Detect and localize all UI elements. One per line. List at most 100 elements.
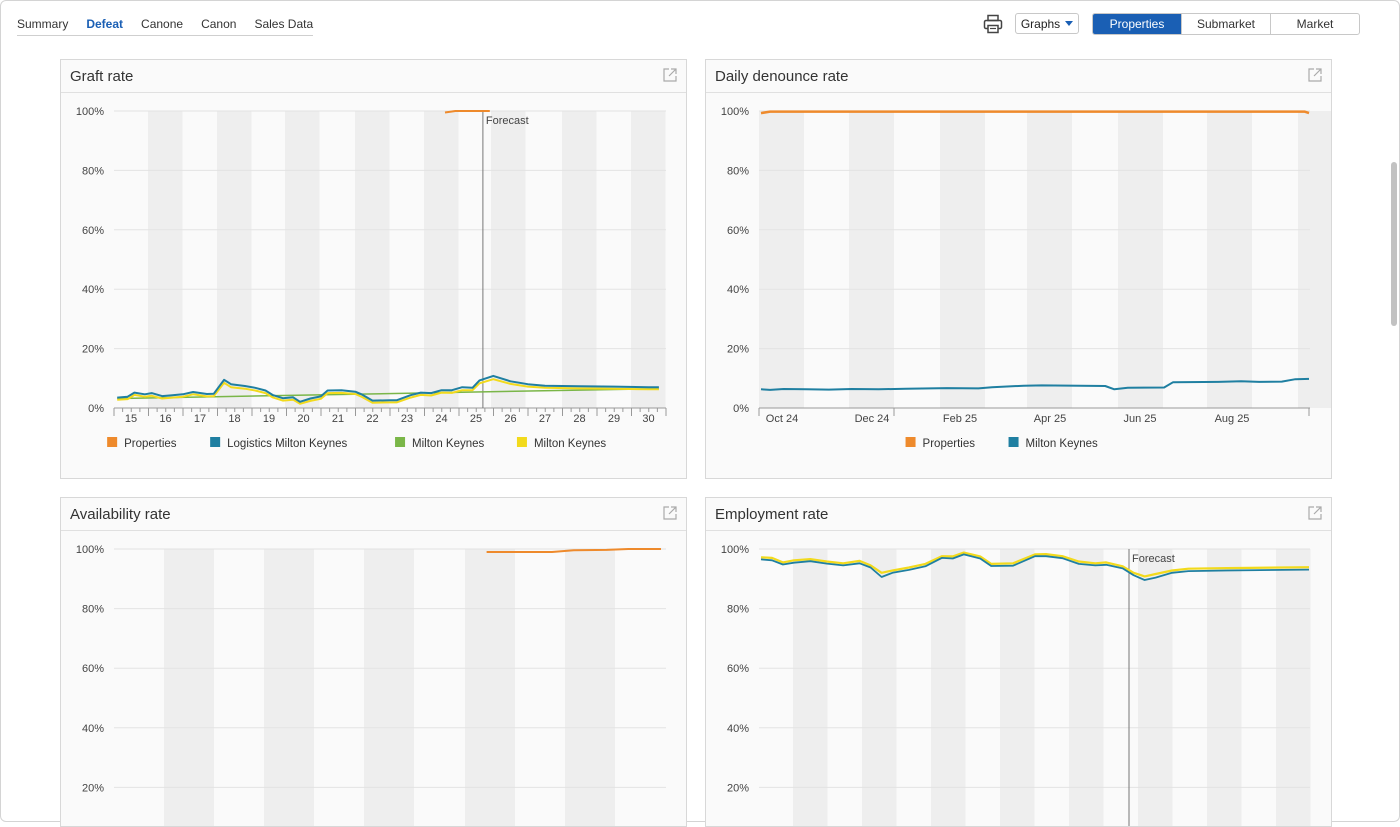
legend-swatch <box>395 437 406 447</box>
y-tick-label: 20% <box>727 344 749 356</box>
y-tick-label: 20% <box>727 782 749 794</box>
daily-denounce-rate-panel: Daily denounce rate 0% 20% 40% 60% 80% 100% Oc… <box>705 59 1332 479</box>
y-tick-label: 60% <box>727 663 749 675</box>
x-tick-label: 17 <box>194 413 206 425</box>
x-tick-label: Apr 25 <box>1034 413 1066 425</box>
employment-rate-chart: 20% 40% 60% 80% 100% Forecast <box>721 544 1311 826</box>
forecast-label: Forecast <box>486 115 529 127</box>
external-link-icon[interactable] <box>663 68 677 82</box>
x-tick-label: Oct 24 <box>766 413 798 425</box>
graft-rate-chart: 0% 20% 40% 60% 80% 100% 15 16 17 18 19 20 21 22 23 24 25… <box>76 106 667 450</box>
x-tick-label: Jun 25 <box>1123 413 1156 425</box>
y-tick-label: 40% <box>82 284 104 296</box>
column-band <box>1000 549 1035 826</box>
column-band <box>491 111 526 408</box>
tab-sales-data[interactable]: Sales Data <box>254 17 314 31</box>
column-band <box>1027 111 1072 408</box>
x-tick-label: Dec 24 <box>855 413 890 425</box>
y-tick-label: 100% <box>721 106 749 118</box>
page-scrollbar[interactable] <box>1391 162 1397 326</box>
y-tick-label: 80% <box>727 604 749 616</box>
external-link-icon[interactable] <box>1308 506 1322 520</box>
y-tick-label: 20% <box>82 344 104 356</box>
graphs-dropdown[interactable]: Graphs <box>1015 13 1079 34</box>
panel-header: Availability rate <box>61 498 686 531</box>
panel-header: Graft rate <box>61 60 686 93</box>
segment-properties[interactable]: Properties <box>1093 14 1181 34</box>
column-band <box>793 549 828 826</box>
column-band <box>164 549 214 826</box>
graft-rate-panel: Graft rate 0% 20% 40% 60% 80% 100% 15 16 17 18 19 2… <box>60 59 687 479</box>
y-tick-label: 100% <box>721 544 749 556</box>
column-band <box>355 111 390 408</box>
external-link-icon[interactable] <box>1308 68 1322 82</box>
legend-label: Properties <box>923 438 976 450</box>
x-tick-label: 16 <box>159 413 171 425</box>
series-line-logistics-milton-keynes <box>117 374 659 403</box>
availability-rate-chart: 20% 40% 60% 80% 100% <box>76 544 666 826</box>
column-band <box>1069 549 1104 826</box>
y-tick-label: 60% <box>82 663 104 675</box>
x-tick-label: 26 <box>504 413 516 425</box>
column-band <box>148 111 183 408</box>
series-line-milton-keynes <box>117 378 659 405</box>
column-band <box>931 549 966 826</box>
column-band <box>565 549 615 826</box>
x-tick-label: 20 <box>297 413 309 425</box>
x-tick-label: 24 <box>435 413 447 425</box>
column-band <box>285 111 320 408</box>
segment-market[interactable]: Market <box>1270 14 1359 34</box>
segment-submarket[interactable]: Submarket <box>1181 14 1270 34</box>
column-band <box>759 111 804 408</box>
legend-swatch <box>210 437 221 447</box>
column-band <box>1298 111 1331 408</box>
column-band <box>264 549 314 826</box>
x-tick-label: Feb 25 <box>943 413 977 425</box>
x-tick-label: 22 <box>366 413 378 425</box>
column-band <box>1276 549 1311 826</box>
panel-title: Graft rate <box>70 68 134 85</box>
x-tick-label: 30 <box>642 413 654 425</box>
employment-rate-panel: Employment rate 20% 40% 60% 80% 100% Forecast <box>705 497 1332 827</box>
x-tick-label: 18 <box>228 413 240 425</box>
series-line-properties <box>760 110 1310 115</box>
y-tick-label: 60% <box>727 225 749 237</box>
panel-title: Daily denounce rate <box>715 68 849 85</box>
column-band <box>1207 549 1242 826</box>
column-band <box>940 111 985 408</box>
legend-swatch <box>516 437 527 447</box>
legend-swatch <box>1008 437 1019 447</box>
panel-title: Employment rate <box>715 506 829 523</box>
panel-title: Availability rate <box>70 506 171 523</box>
column-band <box>364 549 414 826</box>
y-tick-label: 20% <box>82 782 104 794</box>
external-link-icon[interactable] <box>663 506 677 520</box>
x-tick-label: 29 <box>608 413 620 425</box>
x-tick-label: 27 <box>539 413 551 425</box>
printer-icon[interactable] <box>982 13 1004 35</box>
y-tick-label: 40% <box>727 284 749 296</box>
x-tick-label: 28 <box>573 413 585 425</box>
tab-summary[interactable]: Summary <box>17 17 69 31</box>
column-band <box>424 111 459 408</box>
legend-swatch <box>107 437 118 447</box>
x-tick-label: 21 <box>332 413 344 425</box>
column-band <box>1118 111 1163 408</box>
series-line-milton-keynes <box>760 551 1310 578</box>
tab-defeat[interactable]: Defeat <box>86 17 124 31</box>
scope-segmented-control: Properties Submarket Market <box>1092 13 1360 35</box>
series-line-logistics-milton-keynes <box>760 553 1310 581</box>
column-band <box>562 111 597 408</box>
x-tick-label: Aug 25 <box>1215 413 1250 425</box>
y-tick-label: 0% <box>733 403 749 415</box>
y-tick-label: 40% <box>82 723 104 735</box>
y-tick-label: 40% <box>727 723 749 735</box>
y-tick-label: 100% <box>76 544 104 556</box>
tab-canone[interactable]: Canone <box>141 17 184 31</box>
column-band <box>1138 549 1173 826</box>
y-tick-label: 0% <box>88 403 104 415</box>
tab-canon[interactable]: Canon <box>201 17 237 31</box>
column-band <box>862 549 897 826</box>
section-tabs: Summary Defeat Canone Canon Sales Data <box>17 15 314 36</box>
y-tick-label: 80% <box>727 165 749 177</box>
